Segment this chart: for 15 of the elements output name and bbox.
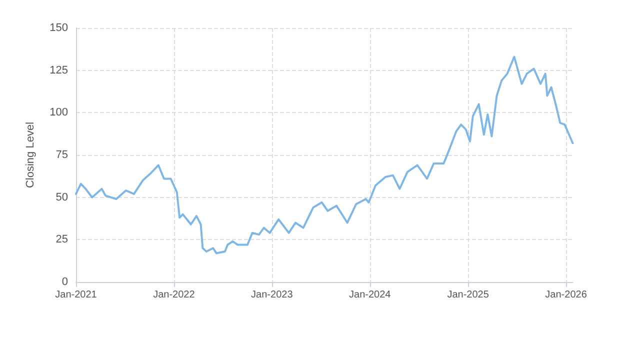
y-axis-title: Closing Level: [24, 122, 36, 188]
x-tick-label: Jan-2025: [447, 290, 490, 300]
y-tick-label: 100: [50, 106, 68, 119]
y-tick-label: 0: [62, 276, 68, 288]
x-tick-label: Jan-2021: [55, 290, 98, 300]
x-tick-label: Jan-2022: [153, 290, 196, 300]
x-tick-label: Jan-2026: [545, 290, 588, 300]
y-tick-label: 125: [50, 64, 68, 76]
y-tick-label: 50: [56, 191, 68, 204]
y-tick-label: 25: [56, 234, 68, 246]
x-tick-label: Jan-2024: [349, 290, 392, 300]
x-tick-label: Jan-2023: [251, 290, 294, 300]
y-tick-label: 150: [50, 22, 68, 34]
line-series: [75, 56, 574, 254]
y-tick-label: 75: [56, 149, 68, 161]
